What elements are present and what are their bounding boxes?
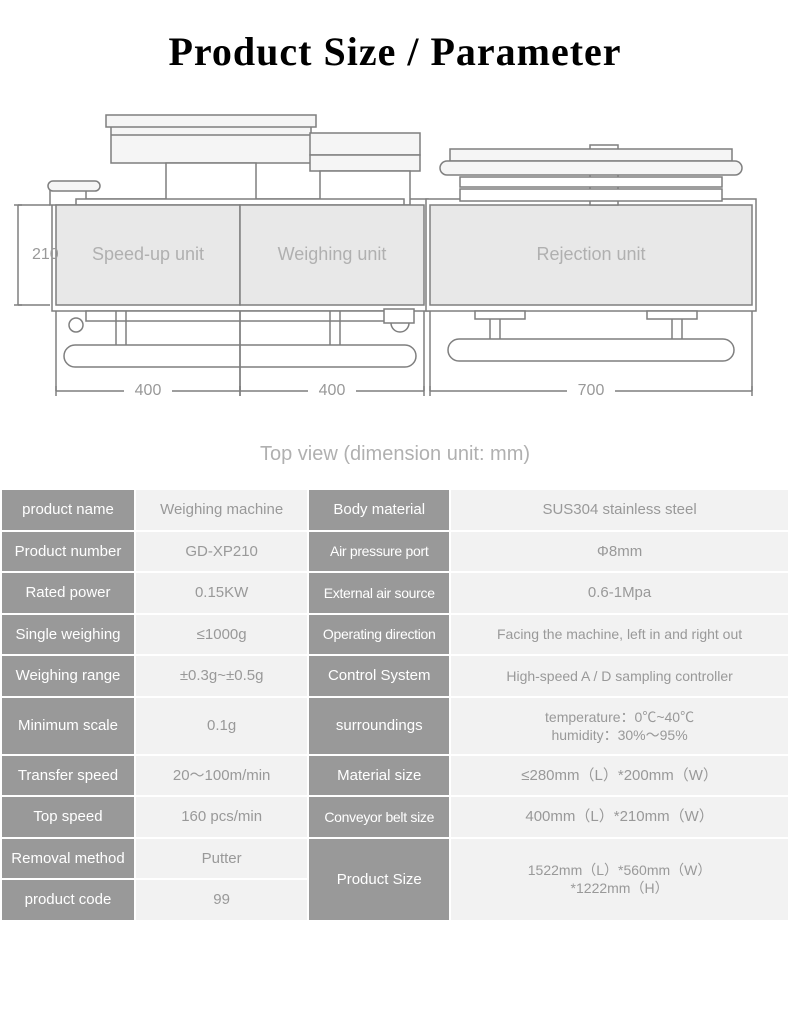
param-label: Material size xyxy=(308,755,450,797)
top-view-diagram: Speed-up unit Weighing unit Rejection unit… xyxy=(10,95,780,425)
param-label: product code xyxy=(1,879,135,921)
param-label: Top speed xyxy=(1,796,135,838)
param-value: 99 xyxy=(135,879,308,921)
svg-text:400: 400 xyxy=(135,382,162,399)
table-row: product nameWeighing machineBody materia… xyxy=(1,489,789,531)
param-label: Single weighing xyxy=(1,614,135,656)
param-value: GD-XP210 xyxy=(135,531,308,573)
parameter-table: product nameWeighing machineBody materia… xyxy=(0,488,790,922)
svg-text:700: 700 xyxy=(578,382,605,399)
param-value: Weighing machine xyxy=(135,489,308,531)
svg-text:Rejection unit: Rejection unit xyxy=(536,244,645,264)
param-value: 0.15KW xyxy=(135,572,308,614)
param-label: Body material xyxy=(308,489,450,531)
param-label: Product Size xyxy=(308,838,450,921)
param-label: Operating direction xyxy=(308,614,450,656)
svg-text:Speed-up unit: Speed-up unit xyxy=(92,244,204,264)
svg-text:400: 400 xyxy=(319,382,346,399)
param-value: 400mm（L）*210mm（W） xyxy=(450,796,789,838)
param-label: product name xyxy=(1,489,135,531)
param-value: High-speed A / D sampling controller xyxy=(450,655,789,697)
param-value: Facing the machine, left in and right ou… xyxy=(450,614,789,656)
param-value: 20～100m/min xyxy=(135,755,308,797)
diagram-caption: Top view (dimension unit: mm) xyxy=(0,425,790,488)
param-label: Transfer speed xyxy=(1,755,135,797)
table-row: Transfer speed20～100m/minMaterial size≤2… xyxy=(1,755,789,797)
param-label: Minimum scale xyxy=(1,697,135,755)
param-value: Putter xyxy=(135,838,308,880)
param-value: 0.1g xyxy=(135,697,308,755)
table-row: Product numberGD-XP210Air pressure portΦ… xyxy=(1,531,789,573)
table-row: Minimum scale0.1gsurroundingstemperature… xyxy=(1,697,789,755)
param-value: 160 pcs/min xyxy=(135,796,308,838)
param-value: ±0.3g~±0.5g xyxy=(135,655,308,697)
table-row: Removal methodPutterProduct Size1522mm（L… xyxy=(1,838,789,880)
param-label: External air source xyxy=(308,572,450,614)
diagram-container: Speed-up unit Weighing unit Rejection unit… xyxy=(0,85,790,425)
table-row: Single weighing≤1000gOperating direction… xyxy=(1,614,789,656)
param-label: Weighing range xyxy=(1,655,135,697)
param-value: ≤280mm（L）*200mm（W） xyxy=(450,755,789,797)
param-label: Rated power xyxy=(1,572,135,614)
table-row: Top speed160 pcs/minConveyor belt size40… xyxy=(1,796,789,838)
param-value: SUS304 stainless steel xyxy=(450,489,789,531)
param-label: Product number xyxy=(1,531,135,573)
param-label: surroundings xyxy=(308,697,450,755)
param-value: 1522mm（L）*560mm（W）*1222mm（H） xyxy=(450,838,789,921)
param-label: Air pressure port xyxy=(308,531,450,573)
param-value: ≤1000g xyxy=(135,614,308,656)
svg-text:210: 210 xyxy=(32,246,59,263)
svg-text:Weighing unit: Weighing unit xyxy=(278,244,387,264)
param-value: temperature：0℃~40℃humidity：30%～95% xyxy=(450,697,789,755)
param-label: Removal method xyxy=(1,838,135,880)
param-value: Φ8mm xyxy=(450,531,789,573)
param-value: 0.6-1Mpa xyxy=(450,572,789,614)
table-row: Rated power0.15KWExternal air source0.6-… xyxy=(1,572,789,614)
page-title: Product Size / Parameter xyxy=(0,0,790,85)
table-row: Weighing range±0.3g~±0.5gControl SystemH… xyxy=(1,655,789,697)
param-label: Conveyor belt size xyxy=(308,796,450,838)
param-label: Control System xyxy=(308,655,450,697)
